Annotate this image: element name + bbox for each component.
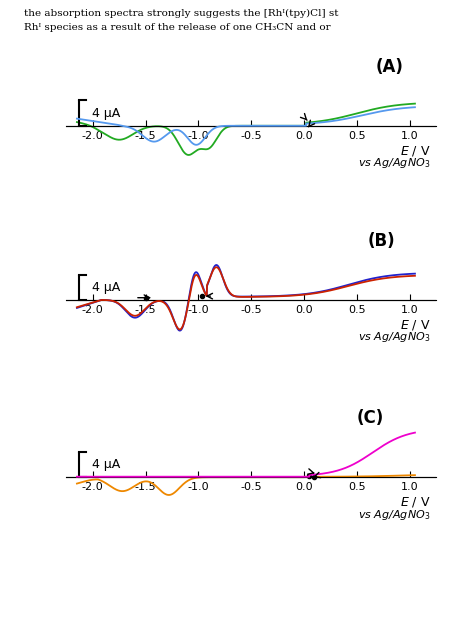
Text: $vs$ Ag/AgNO$_3$: $vs$ Ag/AgNO$_3$ — [358, 330, 431, 345]
Text: $E$ / V: $E$ / V — [400, 144, 431, 157]
Text: (A): (A) — [376, 58, 404, 76]
Text: (C): (C) — [357, 409, 384, 427]
Text: $vs$ Ag/AgNO$_3$: $vs$ Ag/AgNO$_3$ — [358, 508, 431, 522]
Text: 4 μA: 4 μA — [91, 281, 120, 294]
Text: $vs$ Ag/AgNO$_3$: $vs$ Ag/AgNO$_3$ — [358, 156, 431, 170]
Text: 4 μA: 4 μA — [91, 106, 120, 119]
Text: (B): (B) — [367, 232, 395, 250]
Text: the absorption spectra strongly suggests the [Rhᴵ(tpy)Cl] st: the absorption spectra strongly suggests… — [24, 9, 338, 19]
Text: $E$ / V: $E$ / V — [400, 495, 431, 509]
Text: Rhᴵ species as a result of the release of one CH₃CN and or: Rhᴵ species as a result of the release o… — [24, 23, 330, 32]
Text: 4 μA: 4 μA — [91, 458, 120, 471]
Text: $E$ / V: $E$ / V — [400, 318, 431, 332]
